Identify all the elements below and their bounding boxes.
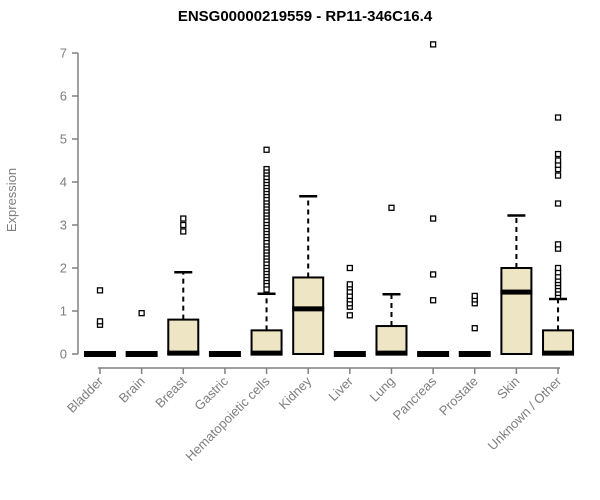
x-tick-label-liver: Liver (325, 373, 356, 404)
x-tick-label-kidney: Kidney (276, 373, 315, 412)
median-line (542, 350, 575, 356)
chart-title: ENSG00000219559 - RP11-346C16.4 (177, 8, 433, 25)
collapsed-box (458, 351, 491, 357)
y-tick-label: 4 (60, 175, 67, 190)
outlier-point (554, 200, 562, 207)
median-line (292, 306, 325, 312)
collapsed-box (417, 351, 450, 357)
median-line (250, 350, 283, 356)
outlier-point (554, 264, 562, 272)
outlier-point (96, 318, 104, 325)
box-skin (500, 214, 533, 355)
y-tick-label: 2 (60, 261, 67, 276)
x-tick-label-brain: Brain (116, 374, 148, 406)
outlier-point (263, 286, 270, 293)
outlier-point (96, 287, 104, 294)
y-axis: 0 1 2 3 4 5 6 7 (60, 46, 79, 362)
x-tick-label-bladder: Bladder (64, 373, 107, 416)
y-tick-label: 5 (60, 132, 67, 147)
outlier-point (471, 325, 478, 332)
y-tick-label: 7 (60, 46, 67, 61)
median-line (167, 350, 200, 356)
y-tick-label: 3 (60, 218, 67, 233)
box-rect (167, 318, 200, 356)
outlier-point (554, 150, 562, 158)
box-bladder (84, 287, 116, 357)
outlier-point (180, 215, 187, 222)
y-tick-label: 1 (60, 304, 67, 319)
collapsed-box (125, 351, 158, 357)
collapsed-box (333, 351, 366, 357)
outlier-point (554, 172, 562, 179)
outlier-point (388, 204, 395, 211)
box-prostate (458, 292, 491, 357)
outlier-point (180, 228, 187, 235)
x-tick-label-skin: Skin (494, 374, 522, 402)
outlier-point (554, 114, 562, 121)
collapsed-box (208, 351, 241, 357)
outlier-point (346, 312, 353, 319)
y-tick-label: 6 (60, 89, 67, 104)
outlier-point (554, 157, 562, 164)
x-tick-label-gastric: Gastric (191, 373, 231, 413)
outlier-point (429, 297, 437, 304)
x-tick-label-unknown-other: Unknown / Other (485, 373, 565, 453)
box-pancreas (417, 41, 450, 357)
x-tick-label-pancreas: Pancreas (390, 373, 440, 423)
box-unknown-other (542, 114, 575, 356)
box-rect (542, 329, 575, 356)
box-rect (250, 329, 283, 356)
outlier-point (554, 241, 562, 248)
box-hematopoietic-cells (250, 146, 283, 356)
median-line (375, 350, 408, 356)
outlier-point (180, 221, 187, 229)
x-tick-label-lung: Lung (367, 374, 398, 405)
outlier-point (471, 292, 478, 300)
x-tick-label-breast: Breast (152, 373, 189, 410)
collapsed-box (84, 351, 116, 357)
box-breast (167, 215, 200, 356)
box-rect (292, 276, 325, 355)
outlier-point (138, 309, 145, 317)
box-rect (375, 325, 408, 355)
outlier-point (429, 271, 437, 278)
outlier-point (263, 146, 270, 153)
box-rect (500, 267, 533, 355)
median-line (500, 289, 533, 295)
outlier-point (346, 281, 353, 288)
x-tick-label-prostate: Prostate (436, 374, 481, 419)
box-brain (125, 309, 158, 357)
box-liver (333, 264, 366, 357)
box-kidney (292, 194, 325, 355)
outlier-point (346, 264, 353, 272)
outlier-point (429, 215, 437, 222)
y-tick-label: 0 (60, 347, 67, 362)
outlier-point (429, 41, 437, 48)
box-gastric (208, 351, 241, 357)
box-lung (375, 204, 408, 356)
